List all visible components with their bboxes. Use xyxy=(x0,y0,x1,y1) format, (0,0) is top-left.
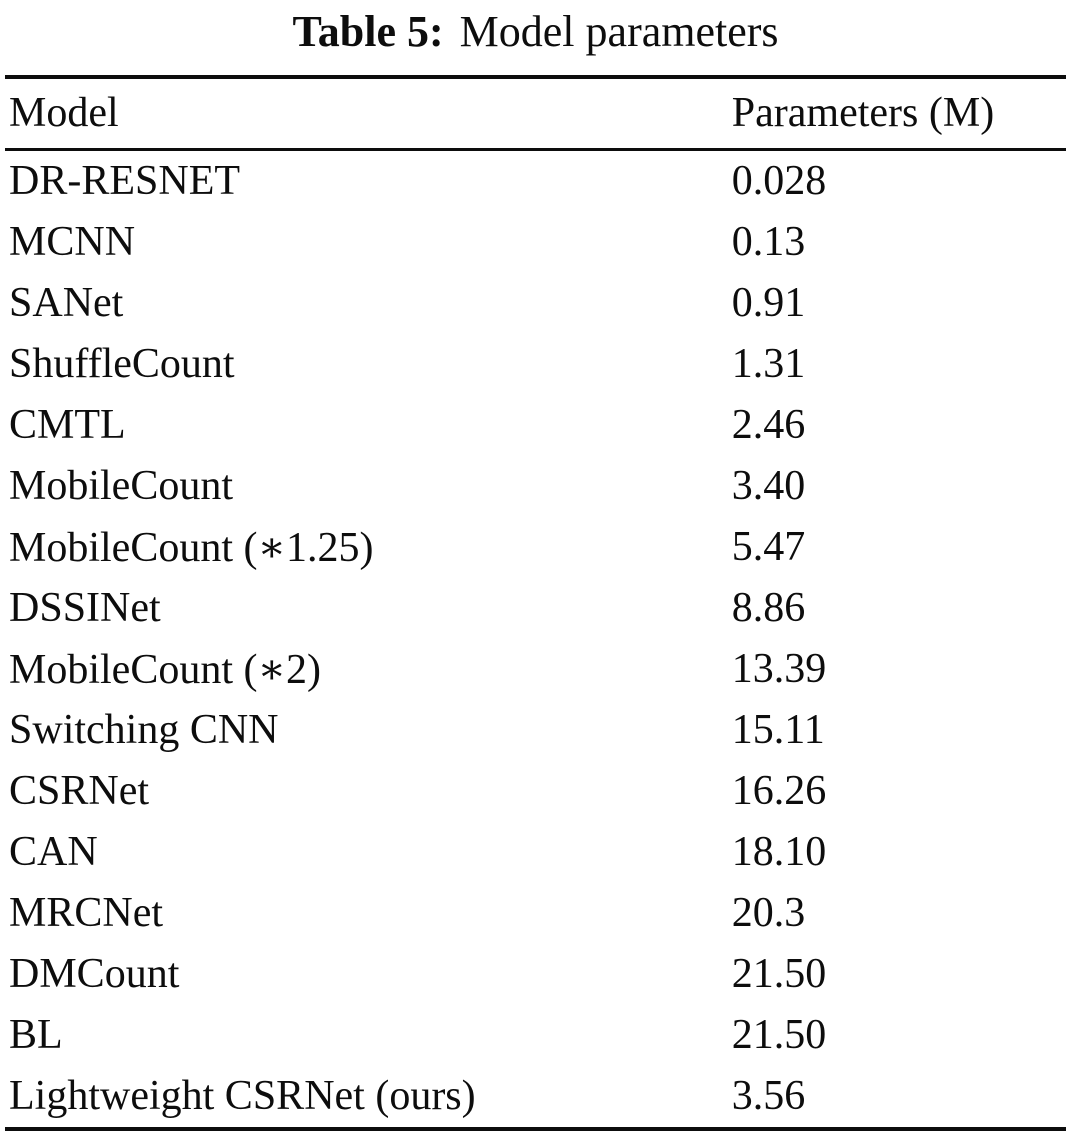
params-cell: 21.50 xyxy=(731,1012,827,1059)
column-header-model: Model xyxy=(9,90,119,137)
table-row: CMTL 2.46 xyxy=(5,395,1066,456)
table-row: MCNN 0.13 xyxy=(5,212,1066,273)
table-row: MobileCount (∗1.25) 5.47 xyxy=(5,517,1066,578)
table-row: DMCount 21.50 xyxy=(5,944,1066,1005)
model-cell: MobileCount xyxy=(9,463,234,510)
table-row: CAN 18.10 xyxy=(5,822,1066,883)
table-row: Switching CNN 15.11 xyxy=(5,700,1066,761)
model-cell: MCNN xyxy=(9,219,136,266)
model-cell: DSSINet xyxy=(9,585,161,632)
model-cell: DMCount xyxy=(9,951,180,998)
model-cell: MobileCount (∗1.25) xyxy=(9,525,374,572)
table-row: CSRNet 16.26 xyxy=(5,761,1066,822)
params-cell: 16.26 xyxy=(731,768,827,815)
params-cell: 15.11 xyxy=(731,707,825,754)
params-cell: 13.39 xyxy=(731,646,827,693)
params-cell: 21.50 xyxy=(731,951,827,998)
table-row: BL 21.50 xyxy=(5,1005,1066,1066)
header-row: Model Parameters (M) xyxy=(5,77,1066,150)
params-cell: 5.47 xyxy=(731,524,806,571)
model-cell: SANet xyxy=(9,280,124,327)
table-row: DR-RESNET 0.028 xyxy=(5,149,1066,212)
model-cell: Lightweight CSRNet (ours) xyxy=(9,1073,476,1120)
model-cell: MRCNet xyxy=(9,890,164,937)
params-cell: 2.46 xyxy=(731,402,806,449)
params-cell: 3.40 xyxy=(731,463,806,510)
model-cell: Switching CNN xyxy=(9,707,279,754)
params-cell: 3.56 xyxy=(731,1073,806,1120)
column-header-params: Parameters (M) xyxy=(731,90,995,137)
model-parameters-table: Model Parameters (M) DR-RESNET 0.028 MCN… xyxy=(5,74,1066,1131)
model-cell: CSRNet xyxy=(9,768,150,815)
model-cell: MobileCount (∗2) xyxy=(9,647,322,694)
table-caption: Table 5: Model parameters xyxy=(0,0,1071,59)
table-row: Lightweight CSRNet (ours) 3.56 xyxy=(5,1066,1066,1129)
table-row: MobileCount (∗2) 13.39 xyxy=(5,639,1066,700)
table-caption-title: Model parameters xyxy=(459,7,779,56)
params-cell: 18.10 xyxy=(731,829,827,876)
table-container: Model Parameters (M) DR-RESNET 0.028 MCN… xyxy=(5,74,1066,1131)
table-row: DSSINet 8.86 xyxy=(5,578,1066,639)
params-cell: 0.028 xyxy=(731,158,827,205)
model-cell: DR-RESNET xyxy=(9,158,240,205)
model-cell: CMTL xyxy=(9,402,126,449)
model-cell: CAN xyxy=(9,829,98,876)
model-cell: ShuffleCount xyxy=(9,341,235,388)
table-row: ShuffleCount 1.31 xyxy=(5,334,1066,395)
params-cell: 8.86 xyxy=(731,585,806,632)
table-row: SANet 0.91 xyxy=(5,273,1066,334)
params-cell: 0.13 xyxy=(731,219,806,266)
table-row: MRCNet 20.3 xyxy=(5,883,1066,944)
params-cell: 0.91 xyxy=(731,280,806,327)
params-cell: 20.3 xyxy=(731,890,806,937)
params-cell: 1.31 xyxy=(731,341,806,388)
model-cell: BL xyxy=(9,1012,63,1059)
table-caption-label: Table 5: xyxy=(292,7,444,56)
table-row: MobileCount 3.40 xyxy=(5,456,1066,517)
